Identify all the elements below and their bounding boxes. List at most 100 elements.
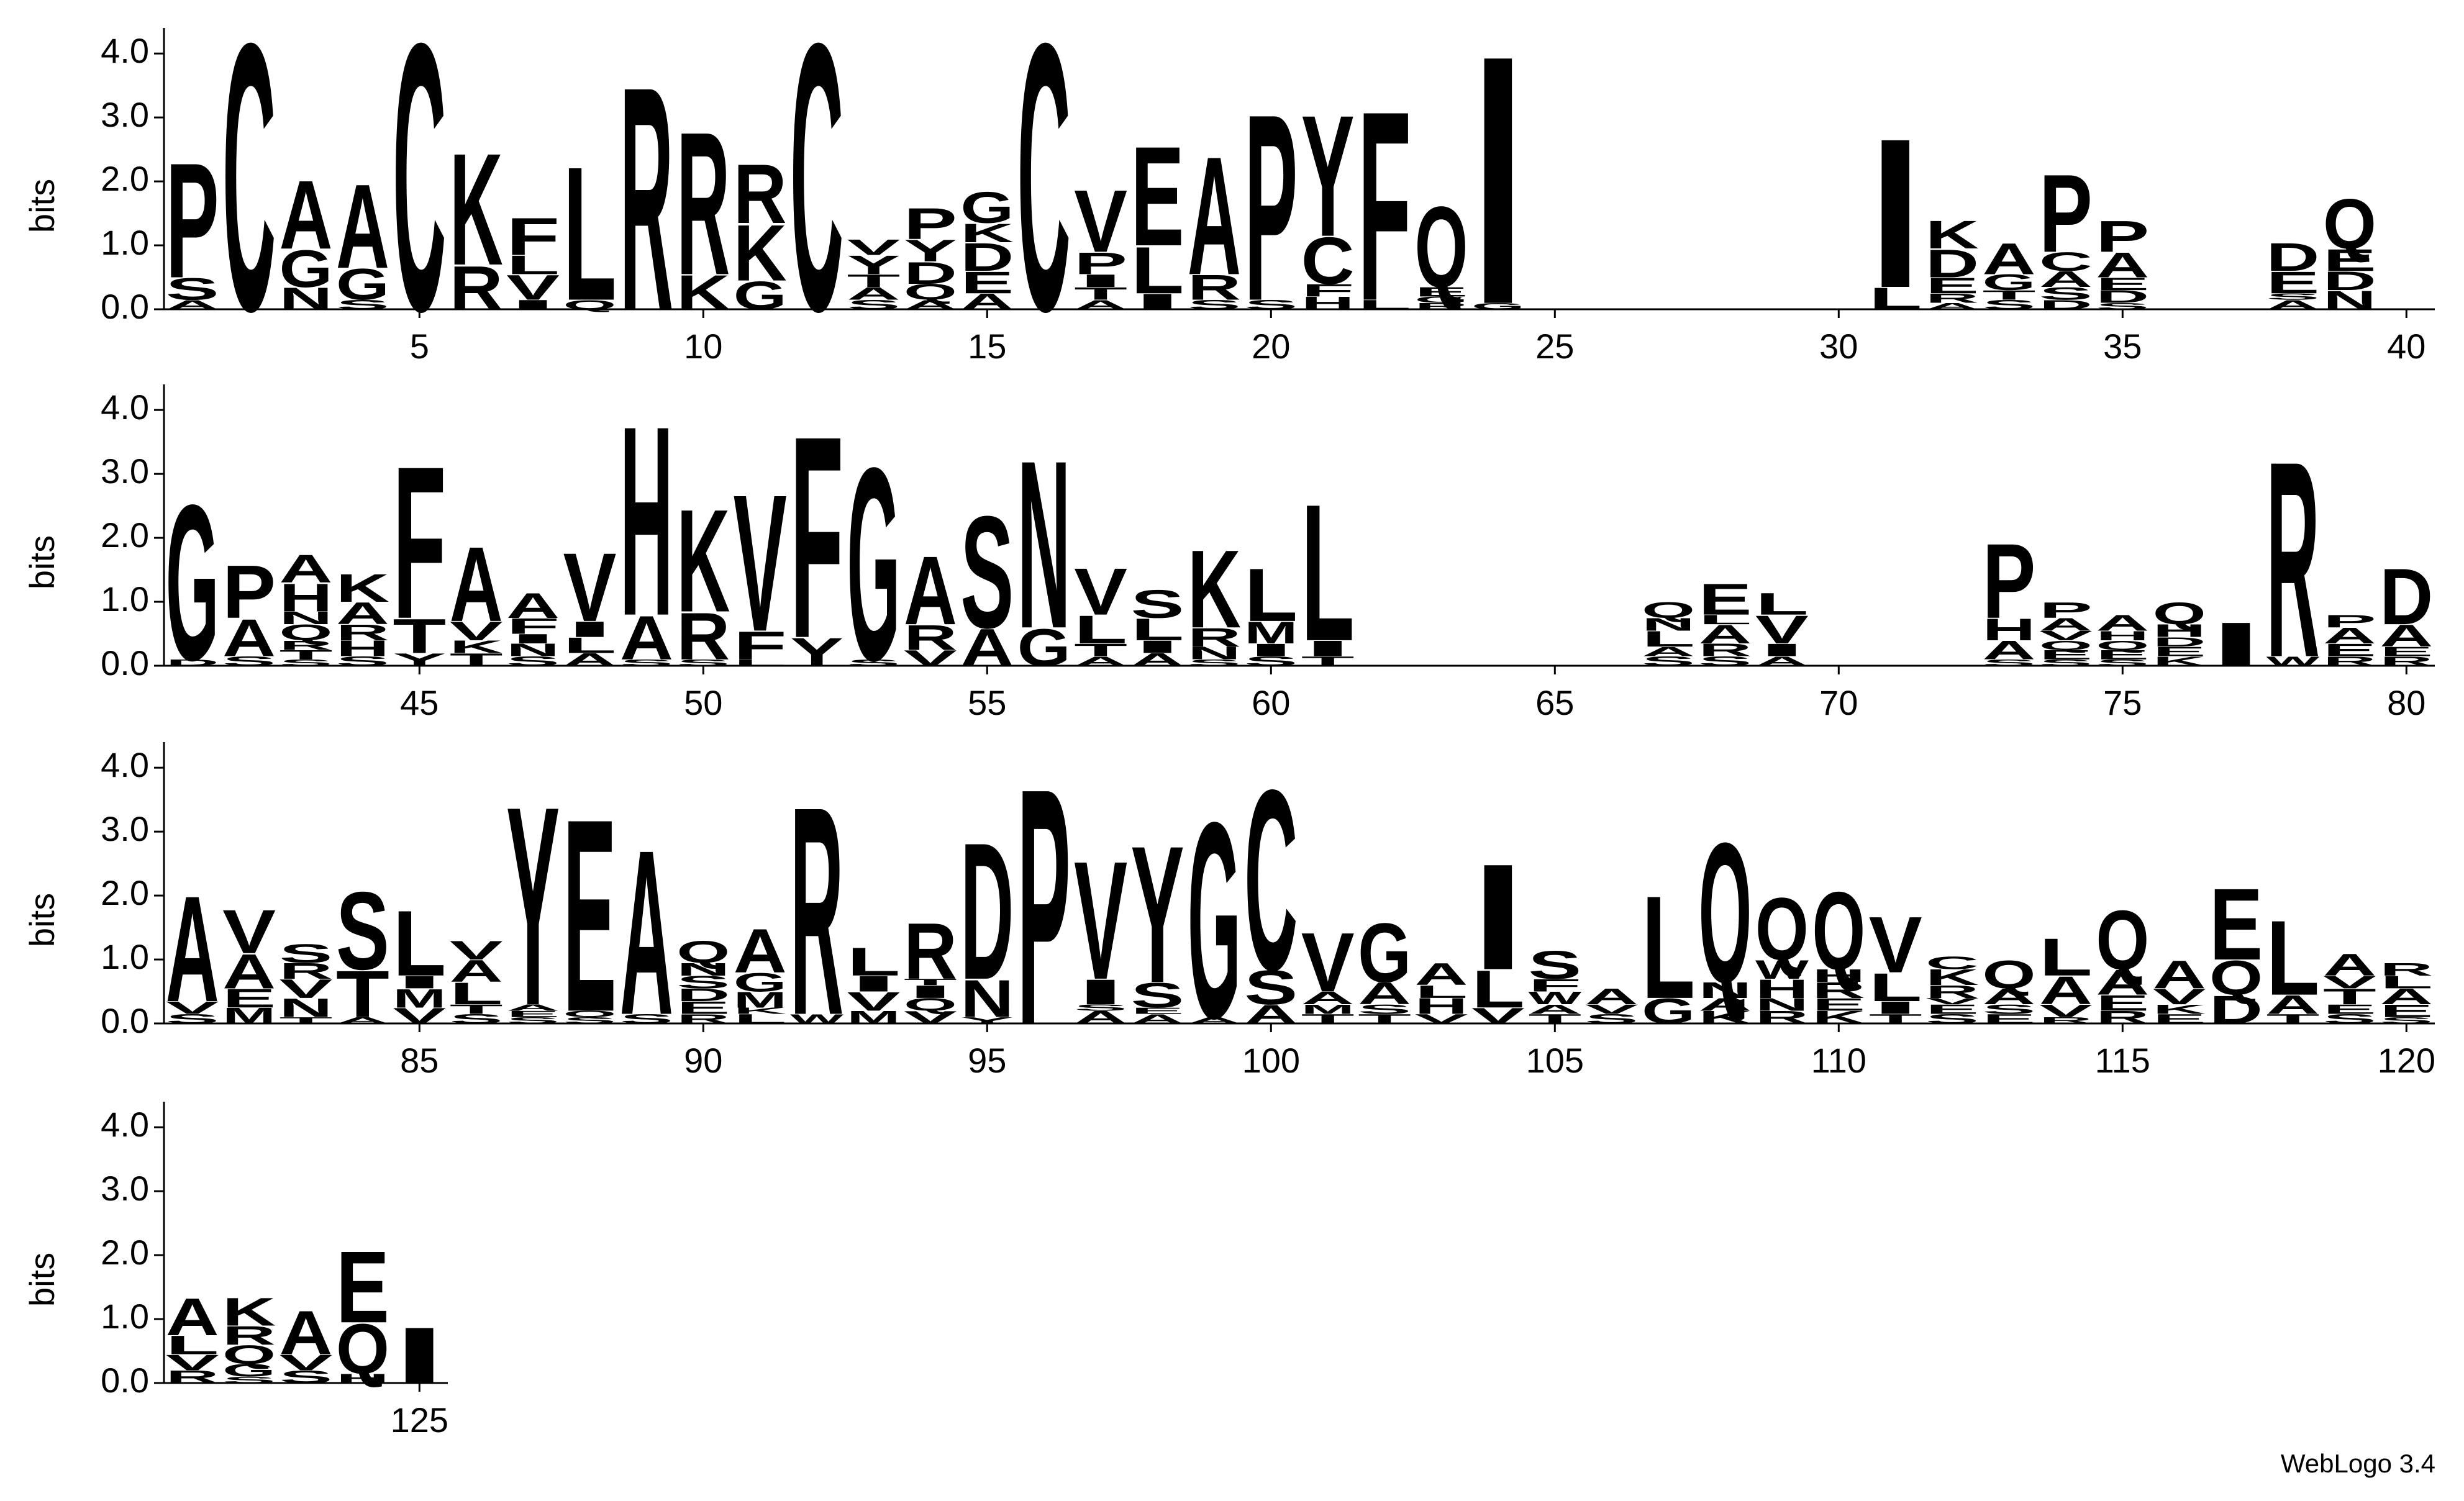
logo-letter: I <box>1869 998 1922 1018</box>
y-axis-label: bits <box>22 535 61 589</box>
logo-letter: V <box>734 453 787 672</box>
x-tick-label: 120 <box>2378 1041 2435 1080</box>
logo-letter: S <box>1699 653 1752 668</box>
logo-letter: W <box>2266 654 2321 669</box>
logo-letter: V <box>280 1350 333 1375</box>
logo-letter: C <box>790 0 843 391</box>
logo-letter: S <box>1131 582 1184 627</box>
logo-letter: A <box>1755 654 1809 669</box>
logo-letter: K <box>676 266 730 320</box>
logo-letter: A <box>450 525 503 644</box>
logo-letter: A <box>2323 948 2376 982</box>
y-tick-label: 1.0 <box>101 579 149 619</box>
logo-letter: H <box>336 1371 389 1386</box>
y-tick-label: 1.0 <box>101 1297 149 1336</box>
logo-letter: A <box>280 1299 333 1368</box>
logo-letter: A <box>1074 297 1127 312</box>
logo-letter: F <box>506 614 560 638</box>
logo-letter: K <box>2153 1002 2206 1017</box>
logo-letter: G <box>1358 906 1411 1000</box>
logo-letter: D <box>2096 287 2149 307</box>
logo-letter: A <box>1358 976 1411 1011</box>
x-tick-label: 105 <box>1526 1041 1584 1080</box>
logo-letter: R <box>1812 977 1865 1002</box>
logo-letter: T <box>1983 288 2036 302</box>
logo-letter: I <box>1074 271 1127 291</box>
logo-letter: K <box>336 566 389 610</box>
logo-letter: A <box>1415 957 1468 992</box>
logo-letter: A <box>1244 999 1298 1029</box>
logo-letter: S <box>1358 1002 1411 1017</box>
logo-letter: L <box>1642 866 1695 1030</box>
logo-letter: E <box>960 265 1014 300</box>
logo-letter: C <box>1244 736 1298 1024</box>
x-tick-label: 25 <box>1535 327 1574 366</box>
logo-letter: R <box>336 620 389 645</box>
logo-letter: L <box>1869 281 1922 316</box>
logo-letter: N <box>1642 615 1695 635</box>
logo-letter: H <box>1983 612 2036 647</box>
logo-letter: G <box>1642 991 1695 1031</box>
logo-letter: S <box>1585 1011 1639 1026</box>
logo-letter: E <box>2153 1011 2206 1026</box>
logo-letter: F <box>393 420 446 664</box>
logo-letter: Q <box>904 280 957 305</box>
logo-letter: A <box>563 650 617 670</box>
logo-letter: A <box>1585 984 1639 1009</box>
logo-letter: Y <box>847 250 901 280</box>
logo-letter: K <box>450 120 503 299</box>
logo-letter: G <box>222 1361 276 1381</box>
logo-letter: A <box>734 916 787 986</box>
logo-letter: A <box>336 596 389 631</box>
logo-letter: G <box>1415 295 1468 305</box>
logo-letter: Y <box>393 650 446 669</box>
logo-letter: A <box>904 297 957 312</box>
logo-letter: Q <box>222 1340 276 1369</box>
logo-letter: C <box>393 0 446 391</box>
logo-letter: S <box>1983 1002 2036 1017</box>
logo-letter: S <box>676 658 730 668</box>
logo-letter: K <box>1925 212 1979 257</box>
x-tick-label: 40 <box>2387 327 2425 366</box>
logo-letter: S <box>506 1015 560 1025</box>
logo-letter: A <box>847 284 901 304</box>
logo-letter: V <box>450 936 503 966</box>
logo-letter: E <box>676 998 730 1018</box>
logo-letter: L <box>393 891 446 995</box>
logo-letter: A <box>1131 650 1184 670</box>
logo-letter: A <box>1699 995 1752 1015</box>
logo-letter: Q <box>563 1009 617 1019</box>
logo-letter: P <box>2323 611 2376 631</box>
logo-letter: N <box>1188 643 1241 663</box>
logo-letter: H <box>2153 621 2206 641</box>
logo-letter: V <box>1755 607 1809 652</box>
logo-letter: A <box>2039 615 2093 635</box>
logo-letter: A <box>1301 989 1355 1009</box>
logo-letter: I <box>506 297 560 312</box>
logo-letter: A <box>336 1015 389 1025</box>
x-tick-label: 85 <box>400 1041 439 1080</box>
logo-letter: L <box>1358 297 1411 312</box>
logo-letter: H <box>1301 294 1355 314</box>
y-tick-label: 4.0 <box>101 31 149 70</box>
logo-letter: A <box>1131 1012 1184 1027</box>
logo-letter: R <box>904 618 957 658</box>
logo-letter: I <box>2209 609 2263 679</box>
logo-letter: S <box>336 653 389 668</box>
logo-letter: P <box>1017 719 1071 1095</box>
logo-letter: K <box>734 209 787 297</box>
logo-letter: D <box>1925 242 1979 286</box>
logo-letter: D <box>2153 635 2206 650</box>
logo-letter: S <box>1188 658 1241 668</box>
logo-letter: V <box>847 987 901 1017</box>
logo-letter: L <box>1131 234 1184 307</box>
logo-letter: S <box>2096 658 2149 668</box>
logo-letter: S <box>222 653 276 668</box>
logo-letter: V <box>2153 984 2206 1009</box>
logo-letter: I <box>904 982 957 1002</box>
logo-letter: E <box>1812 995 1865 1015</box>
logo-letter: E <box>506 1009 560 1019</box>
logo-letter: W <box>790 1012 844 1027</box>
logo-letter: H <box>1812 966 1865 986</box>
